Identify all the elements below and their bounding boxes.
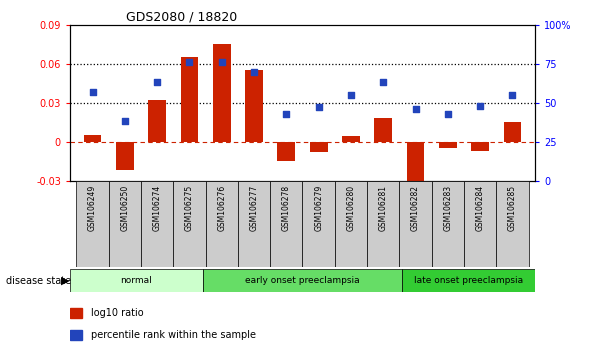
Point: [314, 104, 323, 110]
Point: [410, 106, 420, 112]
Text: GSM106276: GSM106276: [217, 185, 226, 231]
Bar: [439, 142, 457, 148]
FancyBboxPatch shape: [464, 181, 496, 267]
Text: GSM106283: GSM106283: [443, 185, 452, 231]
Bar: [342, 136, 360, 142]
Bar: [70, 308, 81, 318]
Point: [443, 111, 453, 116]
Bar: [503, 122, 521, 142]
Text: GSM106278: GSM106278: [282, 185, 291, 231]
Point: [185, 59, 195, 65]
Text: GSM106277: GSM106277: [249, 185, 258, 231]
FancyBboxPatch shape: [109, 181, 141, 267]
Text: GSM106250: GSM106250: [120, 185, 130, 231]
Point: [120, 119, 130, 124]
Bar: [309, 142, 328, 152]
Bar: [375, 118, 392, 142]
Text: GSM106281: GSM106281: [379, 185, 388, 231]
Point: [475, 103, 485, 109]
Bar: [213, 44, 230, 142]
FancyBboxPatch shape: [335, 181, 367, 267]
Point: [282, 111, 291, 116]
Bar: [148, 100, 166, 142]
FancyBboxPatch shape: [402, 269, 535, 292]
Text: GSM106279: GSM106279: [314, 185, 323, 231]
Text: percentile rank within the sample: percentile rank within the sample: [91, 330, 256, 340]
Text: GSM106282: GSM106282: [411, 185, 420, 231]
FancyBboxPatch shape: [238, 181, 270, 267]
Text: normal: normal: [120, 276, 152, 285]
Text: GSM106249: GSM106249: [88, 185, 97, 231]
Text: GDS2080 / 18820: GDS2080 / 18820: [126, 11, 237, 24]
Bar: [84, 135, 102, 142]
FancyBboxPatch shape: [432, 181, 464, 267]
Text: log10 ratio: log10 ratio: [91, 308, 143, 318]
Bar: [70, 330, 81, 340]
Bar: [181, 57, 198, 142]
Bar: [245, 70, 263, 142]
FancyBboxPatch shape: [496, 181, 528, 267]
Text: disease state: disease state: [6, 275, 71, 286]
Bar: [407, 142, 424, 194]
FancyBboxPatch shape: [70, 269, 203, 292]
FancyBboxPatch shape: [173, 181, 206, 267]
Point: [378, 80, 388, 85]
Text: GSM106275: GSM106275: [185, 185, 194, 231]
Text: GSM106284: GSM106284: [475, 185, 485, 231]
Point: [249, 69, 259, 74]
Bar: [471, 142, 489, 151]
Point: [152, 80, 162, 85]
FancyBboxPatch shape: [270, 181, 303, 267]
Text: GSM106274: GSM106274: [153, 185, 162, 231]
FancyBboxPatch shape: [203, 269, 402, 292]
Text: late onset preeclampsia: late onset preeclampsia: [414, 276, 523, 285]
FancyBboxPatch shape: [141, 181, 173, 267]
FancyBboxPatch shape: [206, 181, 238, 267]
Point: [508, 92, 517, 98]
Text: GSM106280: GSM106280: [347, 185, 356, 231]
Point: [346, 92, 356, 98]
Point: [217, 59, 227, 65]
FancyBboxPatch shape: [399, 181, 432, 267]
Bar: [277, 142, 295, 161]
Text: ▶: ▶: [61, 275, 70, 286]
FancyBboxPatch shape: [303, 181, 335, 267]
Point: [88, 89, 97, 95]
Bar: [116, 142, 134, 170]
FancyBboxPatch shape: [77, 181, 109, 267]
FancyBboxPatch shape: [367, 181, 399, 267]
Text: early onset preeclampsia: early onset preeclampsia: [245, 276, 360, 285]
Text: GSM106285: GSM106285: [508, 185, 517, 231]
